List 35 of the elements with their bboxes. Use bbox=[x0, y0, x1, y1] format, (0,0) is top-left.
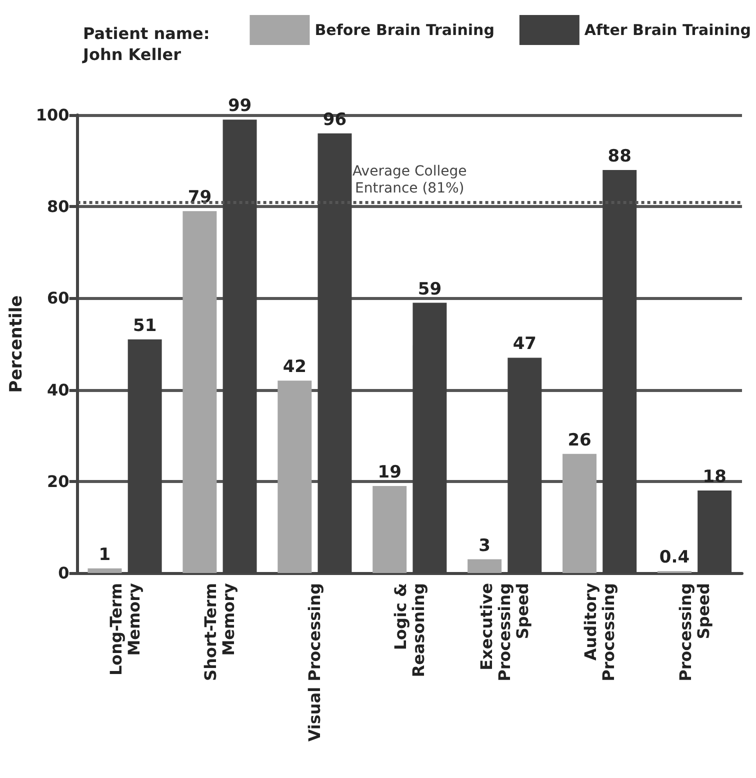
bar bbox=[278, 380, 312, 573]
data-label: 42 bbox=[282, 357, 306, 378]
y-tick-label: 100 bbox=[36, 106, 70, 124]
y-tick-label: 80 bbox=[47, 197, 70, 216]
data-label: 51 bbox=[132, 316, 157, 336]
data-label: 59 bbox=[418, 279, 442, 300]
chart-title: Patient name: John Keller bbox=[82, 24, 210, 64]
data-label: 88 bbox=[608, 146, 632, 166]
data-label: 3 bbox=[478, 536, 490, 556]
y-tick-label: 20 bbox=[47, 472, 70, 491]
y-tick-label: 0 bbox=[58, 564, 70, 582]
bar bbox=[562, 454, 597, 573]
bar bbox=[88, 568, 122, 573]
y-axis-title: Percentile bbox=[6, 295, 26, 393]
y-tick-label: 40 bbox=[47, 380, 70, 400]
x-tick-label: Executive Processing Speed bbox=[477, 582, 532, 682]
x-tick-label: Auditory Processing bbox=[581, 582, 618, 682]
bar bbox=[372, 486, 407, 573]
data-label: 19 bbox=[378, 462, 402, 482]
data-label: 26 bbox=[568, 430, 592, 450]
x-tick-label: Short-Term Memory bbox=[201, 582, 238, 681]
x-tick-label: Long-Term Memory bbox=[106, 582, 144, 676]
data-label: 99 bbox=[228, 96, 252, 116]
bar bbox=[468, 559, 502, 573]
bar bbox=[182, 211, 217, 573]
ref-line-label: Average College Entrance (81%) bbox=[352, 164, 467, 197]
data-label: 47 bbox=[512, 334, 536, 354]
x-tick-label: Logic & Reasoning bbox=[391, 582, 428, 678]
y-tick-label: 60 bbox=[47, 288, 70, 308]
x-tick-label: Processing Speed bbox=[676, 583, 714, 682]
legend-label: Before Brain Training bbox=[314, 21, 494, 39]
x-tick-label: Visual Processing bbox=[305, 583, 324, 742]
data-label: 0.4 bbox=[659, 548, 690, 568]
legend-label: After Brain Training bbox=[584, 21, 752, 39]
data-label: 1 bbox=[98, 544, 111, 565]
